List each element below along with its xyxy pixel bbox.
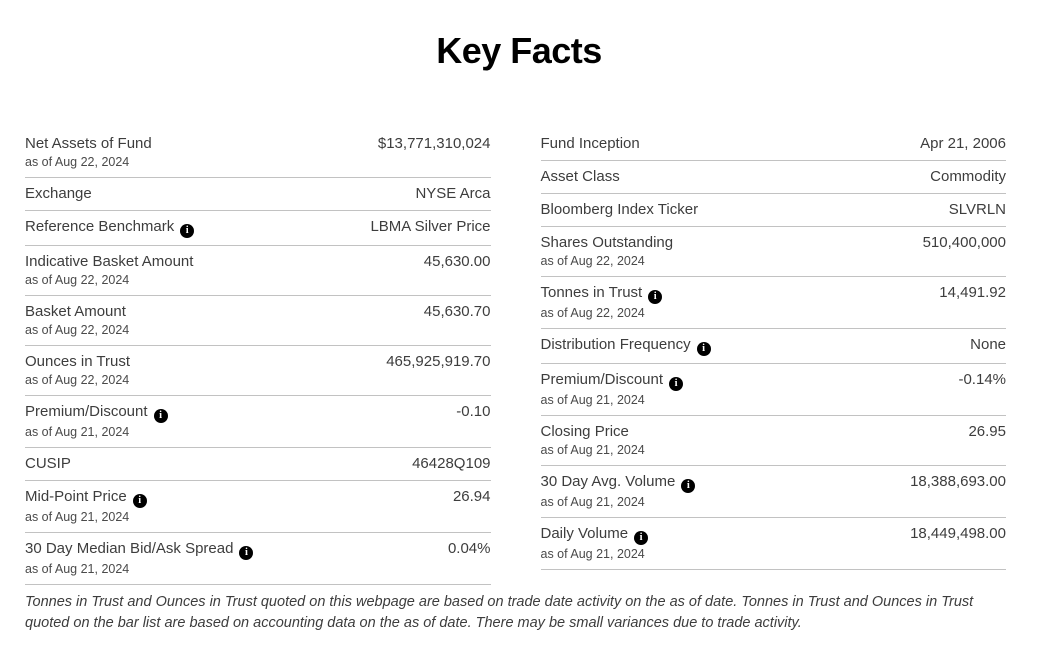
fact-row-30-day-avg-volume: 30 Day Avg. Volume i as of Aug 21, 2024 1… (540, 466, 1006, 518)
fact-asof: as of Aug 22, 2024 (25, 155, 130, 169)
info-icon[interactable]: i (239, 546, 254, 560)
fact-asof: as of Aug 22, 2024 (25, 323, 130, 337)
fact-asof: as of Aug 22, 2024 (540, 254, 645, 268)
fact-value: SLVRLN (948, 201, 1006, 218)
facts-columns: Net Assets of Fund as of Aug 22, 2024 $1… (25, 134, 1006, 585)
fact-label: Basket Amount (25, 303, 126, 320)
fact-asof: as of Aug 22, 2024 (25, 273, 130, 287)
info-icon[interactable]: i (153, 409, 168, 423)
facts-column-right: Fund Inception Apr 21, 2006 Asset Class … (540, 134, 1006, 570)
fact-value: 45,630.00 (423, 253, 491, 270)
fact-asof: as of Aug 21, 2024 (540, 547, 645, 561)
fact-label: Shares Outstanding (540, 234, 674, 251)
fact-value: -0.14% (958, 371, 1006, 388)
fact-asof: as of Aug 21, 2024 (25, 425, 130, 439)
fact-value: 46428Q109 (412, 455, 491, 472)
fact-row-asset-class: Asset Class Commodity (540, 161, 1006, 194)
fact-value: 45,630.70 (423, 303, 491, 320)
fact-row-indicative-basket-amount: Indicative Basket Amount as of Aug 22, 2… (25, 246, 491, 296)
fact-label: 30 Day Median Bid/Ask Spread (25, 540, 234, 557)
fact-value: Apr 21, 2006 (920, 135, 1006, 152)
fact-row-tonnes-in-trust: Tonnes in Trust i as of Aug 22, 2024 14,4… (540, 277, 1006, 329)
fact-row-basket-amount: Basket Amount as of Aug 22, 2024 45,630.… (25, 296, 491, 346)
fact-label: Exchange (25, 185, 92, 202)
info-icon[interactable]: i (180, 224, 195, 238)
fact-row-premium-discount-right: Premium/Discount i as of Aug 21, 2024 -0.… (540, 364, 1006, 416)
info-icon[interactable]: i (696, 342, 711, 356)
fact-label: Tonnes in Trust (540, 284, 643, 301)
fact-label: Premium/Discount (25, 403, 148, 420)
fact-label: Daily Volume (540, 525, 629, 542)
fact-value: 26.95 (968, 423, 1006, 440)
fact-row-fund-inception: Fund Inception Apr 21, 2006 (540, 134, 1006, 161)
fact-row-shares-outstanding: Shares Outstanding as of Aug 22, 2024 51… (540, 227, 1006, 277)
fact-value: 26.94 (452, 488, 491, 505)
fact-row-cusip: CUSIP 46428Q109 (25, 448, 491, 481)
fact-label: Ounces in Trust (25, 353, 131, 370)
fact-row-reference-benchmark: Reference Benchmark i LBMA Silver Price (25, 211, 491, 246)
info-icon[interactable]: i (681, 479, 696, 493)
fact-value: None (970, 336, 1006, 353)
fact-label: Net Assets of Fund (25, 135, 152, 152)
fact-row-daily-volume: Daily Volume i as of Aug 21, 2024 18,449,… (540, 518, 1006, 570)
fact-value: $13,771,310,024 (377, 135, 491, 152)
info-icon[interactable]: i (132, 494, 147, 508)
facts-column-left: Net Assets of Fund as of Aug 22, 2024 $1… (25, 134, 491, 585)
fact-row-bloomberg-index-ticker: Bloomberg Index Ticker SLVRLN (540, 194, 1006, 227)
fact-row-mid-point-price: Mid-Point Price i as of Aug 21, 2024 26.9… (25, 481, 491, 533)
fact-value: 18,388,693.00 (910, 473, 1006, 490)
fact-row-net-assets: Net Assets of Fund as of Aug 22, 2024 $1… (25, 134, 491, 178)
fact-label: 30 Day Avg. Volume (540, 473, 676, 490)
fact-label: Asset Class (540, 168, 620, 185)
fact-value: 465,925,919.70 (386, 353, 491, 370)
fact-asof: as of Aug 22, 2024 (25, 373, 130, 387)
page-title: Key Facts (436, 30, 602, 71)
fact-label: Premium/Discount (540, 371, 664, 388)
fact-value: 18,449,498.00 (910, 525, 1006, 542)
fact-row-exchange: Exchange NYSE Arca (25, 178, 491, 211)
fact-label: Reference Benchmark (25, 218, 175, 235)
fact-asof: as of Aug 21, 2024 (540, 443, 645, 457)
info-icon[interactable]: i (634, 531, 649, 545)
fact-asof: as of Aug 21, 2024 (540, 393, 645, 407)
fact-asof: as of Aug 21, 2024 (25, 562, 130, 576)
fact-asof: as of Aug 22, 2024 (540, 306, 645, 320)
fact-label: Fund Inception (540, 135, 640, 152)
fact-asof: as of Aug 21, 2024 (540, 495, 645, 509)
fact-value: NYSE Arca (415, 185, 491, 202)
fact-value: 510,400,000 (922, 234, 1006, 251)
fact-value: 14,491.92 (939, 284, 1006, 301)
fact-label: Indicative Basket Amount (25, 253, 194, 270)
fact-row-distribution-frequency: Distribution Frequency i None (540, 329, 1006, 364)
info-icon[interactable]: i (648, 290, 663, 304)
fact-label: Distribution Frequency (540, 336, 691, 353)
footnote: Tonnes in Trust and Ounces in Trust quot… (25, 594, 974, 631)
fact-value: -0.10 (456, 403, 491, 420)
fact-row-premium-discount: Premium/Discount i as of Aug 21, 2024 -0.… (25, 396, 491, 448)
fact-value: LBMA Silver Price (370, 218, 491, 235)
fact-value: Commodity (930, 168, 1006, 185)
info-icon[interactable]: i (669, 377, 684, 391)
fact-label: Closing Price (540, 423, 629, 440)
fact-row-closing-price: Closing Price as of Aug 21, 2024 26.95 (540, 416, 1006, 466)
fact-label: Mid-Point Price (25, 488, 127, 505)
fact-value: 0.04% (447, 540, 491, 557)
fact-row-median-bid-ask-spread: 30 Day Median Bid/Ask Spread i as of Aug … (25, 533, 491, 585)
fact-label: CUSIP (25, 455, 71, 472)
fact-row-ounces-in-trust: Ounces in Trust as of Aug 22, 2024 465,9… (25, 346, 491, 396)
fact-label: Bloomberg Index Ticker (540, 201, 699, 218)
fact-asof: as of Aug 21, 2024 (25, 510, 130, 524)
